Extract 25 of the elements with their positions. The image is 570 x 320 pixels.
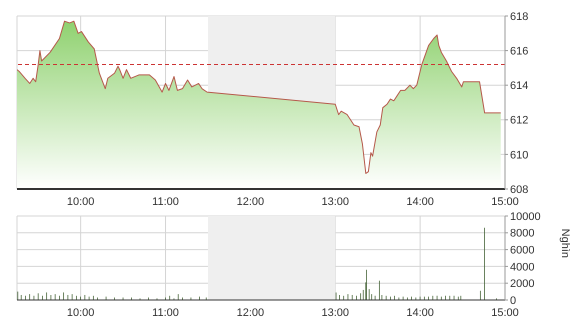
y-tick-label: 8000 [510, 228, 534, 240]
y-tick-label: 618 [510, 10, 528, 23]
y-axis-title: Nghìn [559, 228, 570, 258]
x-tick-label: 10:00 [66, 196, 94, 208]
y-tick-label: 614 [510, 80, 528, 92]
y-tick-label: 616 [510, 46, 528, 58]
x-tick-label: 14:00 [406, 306, 434, 319]
x-tick-label: 14:00 [406, 196, 434, 208]
y-tick-label: 10000 [510, 210, 541, 223]
x-tick-label: 13:00 [321, 306, 350, 319]
y-tick-label: 610 [510, 149, 528, 162]
x-tick-label: 10:00 [66, 306, 94, 319]
x-tick-label: 11:00 [152, 196, 179, 208]
y-tick-label: 4000 [510, 261, 534, 274]
y-tick-label: 0 [510, 294, 516, 307]
y-tick-label: 608 [510, 184, 528, 196]
x-tick-label: 12:00 [236, 306, 264, 319]
y-tick-label: 2000 [510, 278, 534, 290]
x-tick-label: 13:00 [321, 196, 350, 208]
x-tick-label: 15:00 [491, 196, 519, 208]
y-tick-label: 612 [510, 114, 528, 127]
x-tick-label: 11:00 [152, 306, 179, 319]
x-tick-label: 12:00 [236, 196, 264, 208]
x-tick-label: 15:00 [491, 306, 519, 319]
y-tick-label: 6000 [510, 244, 534, 257]
